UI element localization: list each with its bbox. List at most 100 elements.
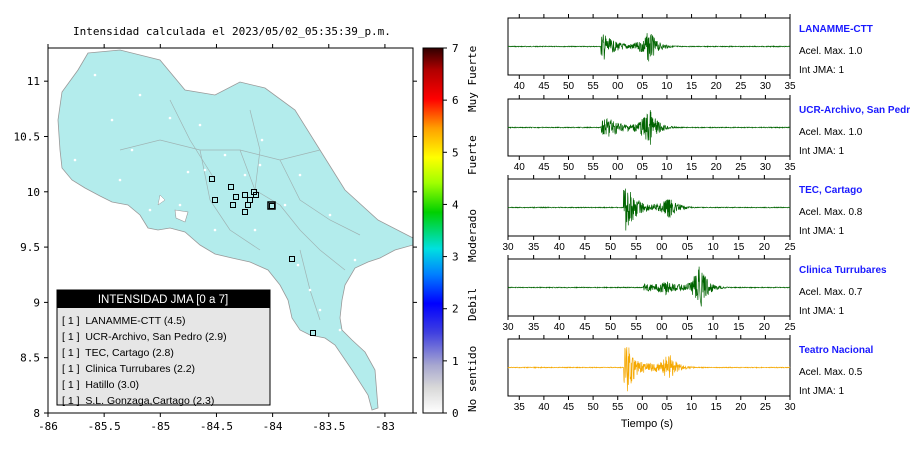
legend-item: [ 1 ] UCR-Archivo, San Pedro (2.9)	[62, 331, 227, 343]
waveform-tick-label: 50	[605, 322, 617, 333]
town-dot	[243, 173, 247, 177]
town-dot	[318, 308, 322, 312]
waveform-tick-label: 30	[784, 402, 796, 413]
waveform-tick-label: 45	[538, 81, 550, 92]
waveform-tick-label: 10	[661, 81, 673, 92]
waveform-tick-label: 25	[760, 402, 772, 413]
waveform-tick-label: 30	[502, 242, 514, 253]
waveform-tick-label: 20	[759, 322, 771, 333]
waveform-tick-label: 20	[735, 402, 747, 413]
station-name: UCR-Archivo, San Pedro	[799, 105, 910, 116]
waveform-tick-label: 40	[538, 402, 550, 413]
waveform-tick-label: 50	[605, 242, 617, 253]
waveform-tick-label: 15	[733, 242, 745, 253]
colorbar-tick-label: 1	[452, 355, 459, 368]
station-int-jma: Int JMA: 1	[799, 65, 844, 76]
town-dot	[363, 343, 367, 347]
waveform-trace	[507, 110, 791, 145]
station-marker	[209, 176, 215, 182]
intensity-colorbar: 0 1 2 3 4 5 6 7 No sentido Debil Moderado Fuert…	[422, 42, 479, 420]
waveform-tick-label: 05	[661, 402, 673, 413]
map-x-axis: -86 -85.5 -85 -84.5 -84 -83.5 -83	[38, 44, 395, 433]
waveform-tick-label: 00	[656, 242, 668, 253]
town-dot	[338, 328, 342, 332]
waveform-tick-label: 10	[686, 402, 698, 413]
town-dot	[258, 163, 262, 167]
station-markers	[209, 176, 316, 336]
map-y-tick-label: 10	[27, 186, 40, 199]
waveform-tick-label: 05	[637, 81, 649, 92]
waveform-tick-label: 25	[784, 322, 796, 333]
station-marker	[233, 194, 239, 200]
town-dot	[260, 138, 264, 142]
waveform-tick-label: 40	[554, 242, 566, 253]
waveform-tick-label: 10	[708, 242, 720, 253]
waveform-tick-label: 25	[735, 162, 747, 173]
map-x-tick-label: -84	[263, 420, 283, 433]
waveform-tick-label: 50	[588, 402, 600, 413]
waveform-tick-label: 55	[631, 322, 643, 333]
station-marker	[310, 330, 316, 336]
waveform-trace	[508, 33, 791, 62]
station-int-jma: Int JMA: 1	[799, 386, 844, 397]
map-x-tick-label: -86	[38, 420, 58, 433]
town-dot	[178, 203, 182, 207]
waveform-tick-label: 55	[631, 242, 643, 253]
legend-item: [ 1 ] Hatillo (3.0)	[62, 379, 139, 391]
waveform-tick-label: 45	[579, 242, 591, 253]
station-name: Clinica Turrubares	[799, 265, 887, 276]
town-dot	[138, 93, 142, 97]
station-marker	[245, 202, 251, 208]
waveform-tick-label: 05	[682, 322, 694, 333]
station-marker	[242, 209, 248, 215]
station-acel-max: Acel. Max. 1.0	[799, 127, 863, 138]
waveform-tick-label: 05	[682, 242, 694, 253]
waveform-trace	[507, 347, 791, 392]
map-y-tick-label: 10.5	[14, 130, 41, 143]
town-dot	[186, 170, 190, 174]
waveform-tick-label: 35	[528, 322, 540, 333]
waveform-trace	[507, 266, 791, 307]
town-dot	[223, 153, 227, 157]
waveform-tick-label: 20	[711, 162, 723, 173]
waveform-tick-label: 45	[579, 322, 591, 333]
town-dot	[203, 168, 207, 172]
costa-rica-land	[57, 49, 414, 411]
waveform-panel: 30 35 40 45 50 55 00 05 10 15 20 25 Clinica Turrubar…	[502, 255, 887, 333]
waveform-tick-label: 35	[784, 162, 796, 173]
station-acel-max: Acel. Max. 1.0	[799, 46, 863, 57]
station-marker	[251, 189, 257, 195]
waveform-tick-label: 55	[588, 81, 600, 92]
waveform-tick-label: 35	[784, 81, 796, 92]
waveform-tick-label: 45	[563, 402, 575, 413]
map-x-tick-label: -85.5	[88, 420, 121, 433]
map-x-tick-label: -84.5	[200, 420, 233, 433]
waveform-tick-label: 10	[708, 322, 720, 333]
map-x-tick-label: -83	[375, 420, 395, 433]
legend-title: INTENSIDAD JMA [0 a 7]	[98, 294, 228, 306]
town-dot	[308, 288, 312, 292]
waveform-tick-label: 15	[711, 402, 723, 413]
colorbar-tick-label: 4	[452, 198, 459, 211]
colorbar-tick-label: 6	[452, 94, 459, 107]
colorbar-label: Fuerte	[466, 135, 479, 175]
waveform-tick-label: 55	[588, 162, 600, 173]
waveform-tick-label: 00	[637, 402, 649, 413]
map-y-tick-label: 8.5	[20, 352, 40, 365]
town-dot	[283, 203, 287, 207]
colorbar-tick-label: 7	[452, 42, 459, 55]
waveform-tick-label: 05	[637, 162, 649, 173]
station-name: LANAMME-CTT	[799, 24, 873, 35]
station-marker	[228, 184, 234, 190]
map-plot: INTENSIDAD JMA [0 a 7] [ 1 ] LANAMME-CTT…	[47, 47, 414, 414]
legend-item: [ 1 ] S.L. Gonzaga,Cartago (2.3)	[62, 395, 214, 407]
station-marker	[289, 256, 295, 262]
station-acel-max: Acel. Max. 0.5	[799, 367, 863, 378]
colorbar-label: Muy Fuerte	[466, 46, 479, 112]
town-dot	[253, 228, 257, 232]
station-marker	[212, 197, 218, 203]
map-title: Intensidad calculada el 2023/05/02_05:35…	[73, 25, 391, 38]
town-dot	[130, 148, 134, 152]
town-dot	[198, 123, 202, 127]
station-name: Teatro Nacional	[799, 345, 873, 356]
